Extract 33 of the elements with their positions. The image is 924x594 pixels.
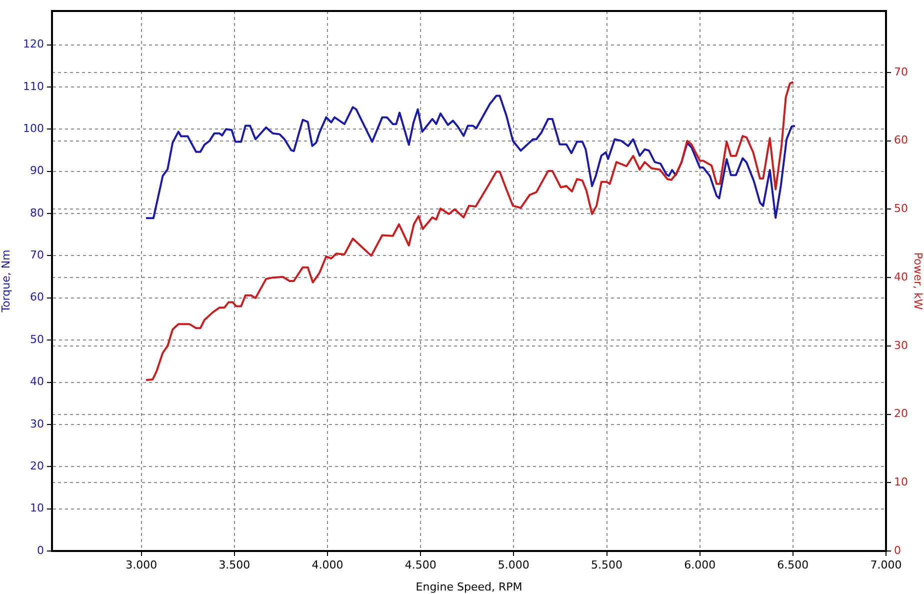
y2-tick-label: 20 <box>894 407 908 420</box>
y-tick-label: 80 <box>30 206 44 220</box>
y-tick-label: 0 <box>37 544 44 557</box>
x-tick-label: 7.000 <box>870 558 902 572</box>
x-tick-label: 4.000 <box>312 558 344 572</box>
y-tick-label: 60 <box>30 290 44 304</box>
y-tick-label: 120 <box>23 38 44 51</box>
y-tick-label: 10 <box>30 502 44 515</box>
y2-tick-label: 10 <box>894 476 908 489</box>
y-tick-label: 110 <box>23 80 44 93</box>
y-tick-label: 40 <box>30 375 44 388</box>
x-tick-label: 4.500 <box>404 558 436 572</box>
y2-tick-label: 30 <box>894 338 908 352</box>
y2-axis-title: Power, kW <box>912 252 924 310</box>
x-tick-label: 3.500 <box>218 558 250 572</box>
y-tick-label: 50 <box>30 332 44 346</box>
x-tick-label: 5.000 <box>498 558 530 572</box>
y-axis-title: Torque, Nm <box>0 250 12 314</box>
y-tick-label: 100 <box>23 122 44 135</box>
x-axis-title: Engine Speed, RPM <box>416 580 522 594</box>
y2-tick-label: 60 <box>894 134 908 147</box>
x-tick-label: 3.000 <box>126 558 158 572</box>
y-tick-label: 70 <box>30 248 44 262</box>
y-tick-label: 30 <box>30 417 44 430</box>
x-tick-label: 6.500 <box>777 558 809 572</box>
x-tick-label: 6.000 <box>684 558 716 572</box>
y-tick-label: 20 <box>30 459 44 472</box>
y2-tick-label: 40 <box>894 270 908 284</box>
x-tick-label: 5.500 <box>591 558 623 572</box>
y2-tick-label: 70 <box>894 65 908 78</box>
y2-tick-label: 0 <box>894 544 901 557</box>
y-tick-label: 90 <box>30 164 44 178</box>
y2-tick-label: 50 <box>894 202 908 216</box>
